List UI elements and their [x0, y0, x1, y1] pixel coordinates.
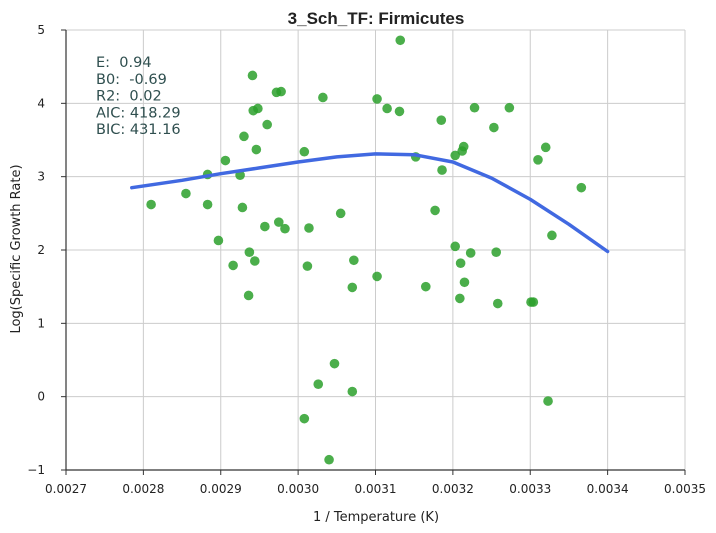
data-point [540, 142, 551, 153]
y-tick-label: 2 [37, 243, 45, 257]
fit-line [130, 152, 610, 254]
data-point [394, 106, 405, 117]
data-point [395, 35, 406, 46]
stat-line: E: 0.94 [96, 55, 152, 71]
data-point [430, 205, 440, 216]
data-point [202, 199, 213, 210]
data-point [313, 379, 324, 390]
data-point [528, 297, 539, 307]
data-point [382, 103, 392, 114]
data-point [247, 70, 258, 81]
data-point [228, 260, 238, 271]
y-axis-label: Log(Specific Growth Rate) [9, 164, 24, 333]
data-point [318, 92, 328, 103]
x-tick-label: 0.0031 [355, 482, 397, 496]
data-point [420, 281, 431, 292]
stat-line: B0: -0.69 [96, 72, 167, 88]
data-point [273, 217, 284, 227]
data-point [299, 413, 310, 424]
data-point [533, 155, 543, 165]
data-point [576, 182, 587, 193]
data-point [349, 255, 359, 266]
data-point [220, 155, 231, 166]
data-points [146, 35, 587, 465]
data-point [458, 141, 469, 152]
y-tick-label: 1 [37, 316, 45, 330]
data-point [253, 103, 263, 114]
data-point [237, 202, 248, 213]
data-point [335, 208, 346, 219]
data-point [213, 235, 224, 246]
data-point [304, 223, 314, 233]
data-point [181, 188, 191, 199]
data-point [450, 241, 460, 252]
data-point [244, 247, 255, 257]
x-tick-label: 0.0027 [45, 482, 87, 496]
y-tick-label: 4 [37, 96, 45, 110]
data-point [249, 256, 260, 266]
data-point [302, 261, 313, 271]
chart-title: 3_Sch_TF: Firmicutes [288, 9, 465, 28]
data-point [450, 150, 460, 161]
data-point [324, 454, 334, 465]
data-point [459, 277, 470, 288]
data-point [491, 247, 502, 257]
stat-line: BIC: 431.16 [96, 122, 181, 138]
stat-line: AIC: 418.29 [96, 105, 181, 121]
data-point [251, 144, 262, 155]
data-point [239, 131, 249, 142]
x-tick-label: 0.0034 [587, 482, 629, 496]
x-tick-label: 0.0030 [277, 482, 319, 496]
x-ticks: 0.0027 0.0028 0.0029 0.0030 0.0031 0.0032 0.00… [45, 470, 706, 496]
x-tick-label: 0.0029 [200, 482, 242, 496]
data-point [543, 396, 553, 406]
data-point [465, 248, 476, 258]
y-tick-label: −1 [27, 463, 45, 477]
y-ticks: 5 4 3 2 1 0 −1 [27, 23, 66, 477]
data-point [280, 223, 290, 234]
x-tick-label: 0.0028 [122, 482, 164, 496]
data-point [347, 386, 358, 397]
data-point [436, 115, 447, 125]
x-tick-label: 0.0035 [664, 482, 706, 496]
data-point [469, 102, 480, 113]
data-point [455, 258, 466, 269]
data-point [489, 122, 499, 133]
data-point [347, 282, 358, 293]
data-point [276, 86, 286, 97]
x-tick-label: 0.0032 [432, 482, 474, 496]
data-point [504, 102, 515, 113]
data-point [146, 199, 156, 210]
stat-line: R2: 0.02 [96, 89, 162, 105]
x-axis-label: 1 / Temperature (K) [313, 510, 439, 525]
data-point [372, 271, 382, 282]
data-point [299, 146, 310, 157]
data-point [547, 230, 557, 241]
data-point [437, 165, 447, 175]
data-point [262, 119, 272, 130]
x-tick-label: 0.0033 [509, 482, 551, 496]
y-tick-label: 5 [37, 23, 45, 37]
data-point [329, 358, 340, 369]
data-point [492, 298, 503, 309]
data-point [243, 290, 254, 301]
data-point [455, 293, 465, 304]
y-tick-label: 3 [37, 170, 45, 184]
data-point [372, 94, 382, 104]
data-point [260, 221, 270, 232]
y-tick-label: 0 [37, 390, 45, 404]
fit-curve [130, 152, 610, 254]
